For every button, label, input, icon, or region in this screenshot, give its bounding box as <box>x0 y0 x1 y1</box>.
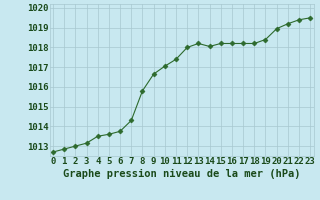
X-axis label: Graphe pression niveau de la mer (hPa): Graphe pression niveau de la mer (hPa) <box>63 169 300 179</box>
